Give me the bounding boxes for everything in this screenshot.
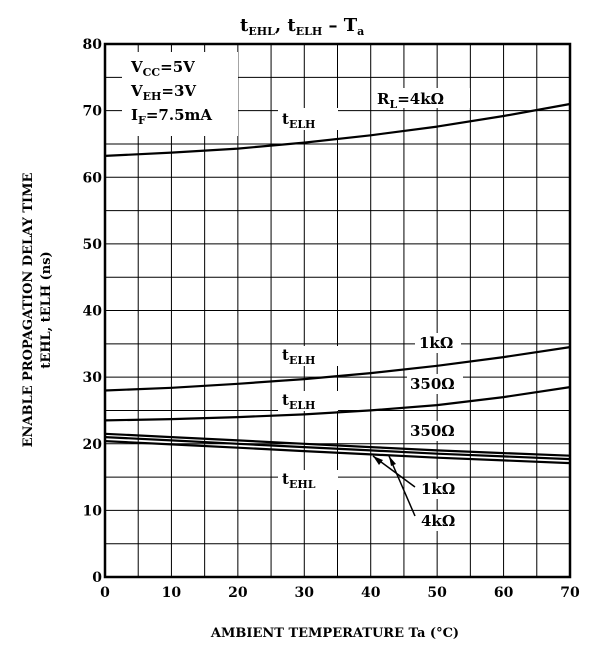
y-tick-label: 80 bbox=[83, 37, 103, 53]
arrowhead-4k bbox=[389, 456, 396, 466]
x-tick-label: 70 bbox=[560, 585, 580, 601]
curves bbox=[104, 102, 571, 465]
x-axis-label: AMBIENT TEMPERATURE Ta (°C) bbox=[210, 626, 459, 641]
label-4k-ehl: 4kΩ bbox=[421, 512, 455, 530]
x-tick-label: 10 bbox=[162, 585, 182, 601]
series-line bbox=[104, 432, 571, 457]
label-350-elh: 350Ω bbox=[410, 375, 455, 393]
condition-veh: VEH=3V bbox=[130, 82, 196, 103]
conditions-box bbox=[122, 52, 238, 136]
y-tick-label: 70 bbox=[83, 104, 103, 120]
y-tick-label: 60 bbox=[83, 170, 103, 186]
tick-labels: 0 10 20 30 40 50 60 70 0 10 20 30 40 50 60 70 80 bbox=[83, 37, 580, 601]
title-sub-elh: ELH bbox=[296, 25, 323, 38]
label-bg-350-elh bbox=[407, 374, 463, 394]
label-350-ehl: 350Ω bbox=[410, 422, 455, 440]
label-bg-tehl bbox=[278, 470, 338, 490]
x-tick-label: 40 bbox=[361, 585, 381, 601]
label-bg-telh-350 bbox=[278, 391, 338, 411]
label-tehl: tEHL bbox=[282, 470, 316, 491]
label-telh-350: tELH bbox=[282, 391, 315, 412]
y-tick-label: 0 bbox=[92, 570, 102, 586]
title-sub-a: a bbox=[357, 25, 364, 38]
label-rl-4k: RL=4kΩ bbox=[377, 90, 444, 111]
x-tick-label: 0 bbox=[100, 585, 110, 601]
label-bg-4k-ehl bbox=[418, 511, 462, 531]
label-telh-1k: tELH bbox=[282, 346, 315, 367]
plot-frame bbox=[103, 42, 572, 579]
condition-vcc: VCC=5V bbox=[130, 58, 195, 79]
series-line bbox=[104, 440, 571, 465]
y-tick-label: 30 bbox=[83, 370, 103, 386]
title-sub-ehl: EHL bbox=[248, 25, 275, 38]
label-telh-top: tELH bbox=[282, 110, 315, 131]
x-tick-label: 30 bbox=[295, 585, 315, 601]
x-tick-label: 20 bbox=[228, 585, 248, 601]
label-bg-telh-top bbox=[278, 108, 338, 130]
y-tick-label: 40 bbox=[83, 304, 103, 320]
label-bg-rl bbox=[374, 88, 470, 108]
x-tick-label: 50 bbox=[427, 585, 447, 601]
y-axis-label-line1: ENABLE PROPAGATION DELAY TIME bbox=[21, 172, 36, 447]
label-bg-1k-ehl bbox=[418, 479, 462, 499]
title-t1: t bbox=[240, 15, 249, 36]
arrowhead-1k bbox=[373, 456, 383, 465]
series-line bbox=[104, 436, 571, 461]
y-axis-label-line2: tEHL, tELH (ns) bbox=[39, 251, 54, 368]
series-line bbox=[104, 346, 571, 392]
y-tick-label: 20 bbox=[83, 437, 103, 453]
label-bg-telh-1k bbox=[278, 346, 338, 366]
x-tick-label: 60 bbox=[494, 585, 514, 601]
pointer-4k bbox=[388, 455, 416, 517]
label-1k-ehl: 1kΩ bbox=[421, 480, 455, 498]
title-t2: , t bbox=[275, 15, 297, 36]
y-tick-label: 10 bbox=[83, 503, 103, 519]
title-t3: – T bbox=[322, 15, 358, 36]
condition-if: IF=7.5mA bbox=[131, 106, 212, 127]
label-bg-1k-top bbox=[415, 333, 461, 353]
label-1k-elh: 1kΩ bbox=[419, 334, 453, 352]
series-line bbox=[104, 102, 571, 157]
label-bg-350-ehl bbox=[407, 421, 463, 441]
y-tick-label: 50 bbox=[83, 237, 103, 253]
chart-title: tEHL, tELH – Ta bbox=[240, 15, 364, 38]
series-line bbox=[104, 386, 571, 422]
